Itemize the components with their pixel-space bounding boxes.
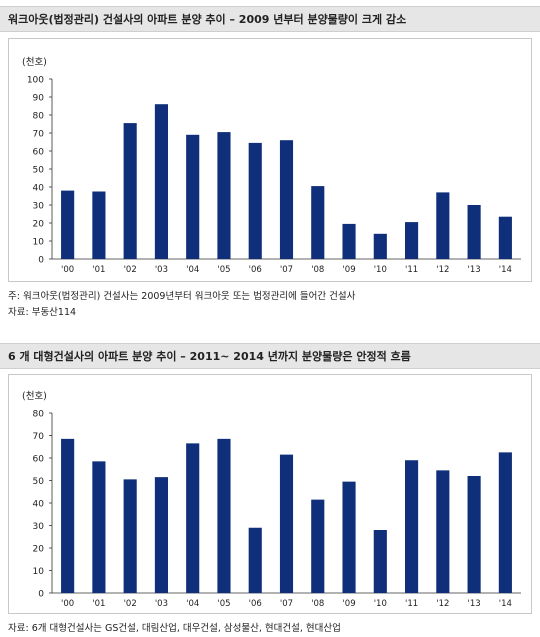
- chart1-heading: 워크아웃(법정관리) 건설사의 아파트 분양 추이 – 2009 년부터 분양물…: [0, 6, 540, 32]
- chart2-unit-label: (천호): [22, 391, 47, 402]
- bar: [123, 479, 137, 593]
- bar: [61, 190, 75, 259]
- x-tick-label: '11: [405, 265, 418, 275]
- chart1-unit-label: (천호): [22, 57, 47, 68]
- x-tick-label: '08: [311, 265, 324, 275]
- x-tick-label: '09: [342, 599, 355, 609]
- y-tick-label: 0: [38, 590, 44, 600]
- y-tick-label: 70: [33, 130, 45, 140]
- chart2-plot: (천호) 0 10 20 30 40 50 60 70 80 '00 '01 '02 '03 '04 '05 '…: [22, 391, 521, 609]
- x-tick-label: '14: [499, 599, 512, 609]
- y-tick-label: 10: [33, 238, 45, 248]
- bar: [498, 216, 512, 259]
- chart1-footnote: 주: 워크아웃(법정관리) 건설사는 2009년부터 워크아웃 또는 법정관리에…: [8, 291, 356, 302]
- chart1-plot: (천호) 0 10 20 30 40 50 60 70 80 90 100 '00 '01 '02 '03 '0…: [22, 57, 521, 275]
- bar: [311, 499, 325, 593]
- x-tick-label: '13: [468, 265, 481, 275]
- bar: [92, 461, 106, 593]
- chart2-heading: 6 개 대형건설사의 아파트 분양 추이 – 2011~ 2014 년까지 분양…: [0, 343, 540, 369]
- bar: [373, 233, 387, 259]
- bar: [436, 470, 450, 593]
- bar: [186, 443, 200, 593]
- y-tick-label: 20: [33, 220, 45, 230]
- x-tick-label: '01: [92, 265, 105, 275]
- bar: [498, 452, 512, 593]
- x-tick-label: '05: [217, 599, 230, 609]
- x-tick-label: '03: [155, 599, 168, 609]
- x-tick-label: '07: [280, 599, 293, 609]
- bar: [373, 530, 387, 593]
- x-tick-label: '06: [249, 265, 262, 275]
- y-tick-label: 50: [33, 477, 45, 487]
- y-tick-label: 40: [33, 500, 45, 510]
- chart1-frame: (천호) 0 10 20 30 40 50 60 70 80 90 100 '00 '01 '02 '03 '0…: [8, 38, 532, 282]
- x-tick-label: '14: [499, 265, 512, 275]
- y-tick-label: 40: [33, 184, 45, 194]
- x-tick-label: '05: [217, 265, 230, 275]
- x-tick-label: '12: [436, 265, 449, 275]
- bar: [311, 186, 325, 259]
- x-tick-label: '08: [311, 599, 324, 609]
- y-tick-label: 70: [33, 432, 45, 442]
- bar: [467, 205, 481, 259]
- x-tick-label: '04: [186, 599, 199, 609]
- bar: [217, 438, 231, 593]
- y-tick-label: 50: [33, 166, 45, 176]
- bar: [154, 104, 168, 259]
- bar: [279, 454, 294, 593]
- y-tick-label: 30: [33, 522, 45, 532]
- x-tick-label: '02: [124, 599, 137, 609]
- bar: [405, 460, 419, 593]
- x-tick-label: '13: [468, 599, 481, 609]
- x-tick-label: '06: [249, 599, 262, 609]
- bar: [248, 142, 262, 259]
- bar: [342, 223, 356, 259]
- bar: [405, 222, 419, 259]
- bar: [436, 192, 450, 259]
- x-tick-label: '09: [342, 265, 355, 275]
- chart2-frame: (천호) 0 10 20 30 40 50 60 70 80 '00 '01 '02 '03 '04 '05 '…: [8, 374, 532, 614]
- x-tick-label: '04: [186, 265, 199, 275]
- x-tick-label: '10: [374, 599, 387, 609]
- bar: [342, 481, 356, 593]
- bar: [186, 134, 200, 259]
- bar: [123, 123, 137, 259]
- y-tick-label: 20: [33, 545, 45, 555]
- x-tick-label: '11: [405, 599, 418, 609]
- bar: [154, 477, 168, 593]
- x-tick-label: '00: [61, 599, 74, 609]
- bar: [467, 476, 481, 593]
- y-tick-label: 100: [27, 76, 44, 86]
- x-tick-label: '01: [92, 599, 105, 609]
- bar: [217, 132, 231, 259]
- bar: [248, 527, 262, 593]
- bar: [61, 438, 75, 593]
- y-tick-label: 80: [33, 410, 45, 420]
- x-tick-label: '03: [155, 265, 168, 275]
- chart1-source: 자료: 부동산114: [8, 307, 77, 318]
- y-tick-label: 10: [33, 567, 45, 577]
- x-tick-label: '10: [374, 265, 387, 275]
- chart2-source: 자료: 6개 대형건설사는 GS건설, 대림산업, 대우건설, 삼성물산, 현대…: [8, 623, 341, 634]
- y-tick-label: 0: [38, 256, 44, 266]
- x-tick-label: '00: [61, 265, 74, 275]
- y-tick-label: 90: [33, 94, 45, 104]
- x-tick-label: '12: [436, 599, 449, 609]
- y-tick-label: 80: [33, 112, 45, 122]
- bar: [279, 140, 294, 259]
- y-tick-label: 30: [33, 202, 45, 212]
- y-tick-label: 60: [33, 455, 45, 465]
- x-tick-label: '07: [280, 265, 293, 275]
- x-tick-label: '02: [124, 265, 137, 275]
- bar: [92, 191, 106, 259]
- y-tick-label: 60: [33, 148, 45, 158]
